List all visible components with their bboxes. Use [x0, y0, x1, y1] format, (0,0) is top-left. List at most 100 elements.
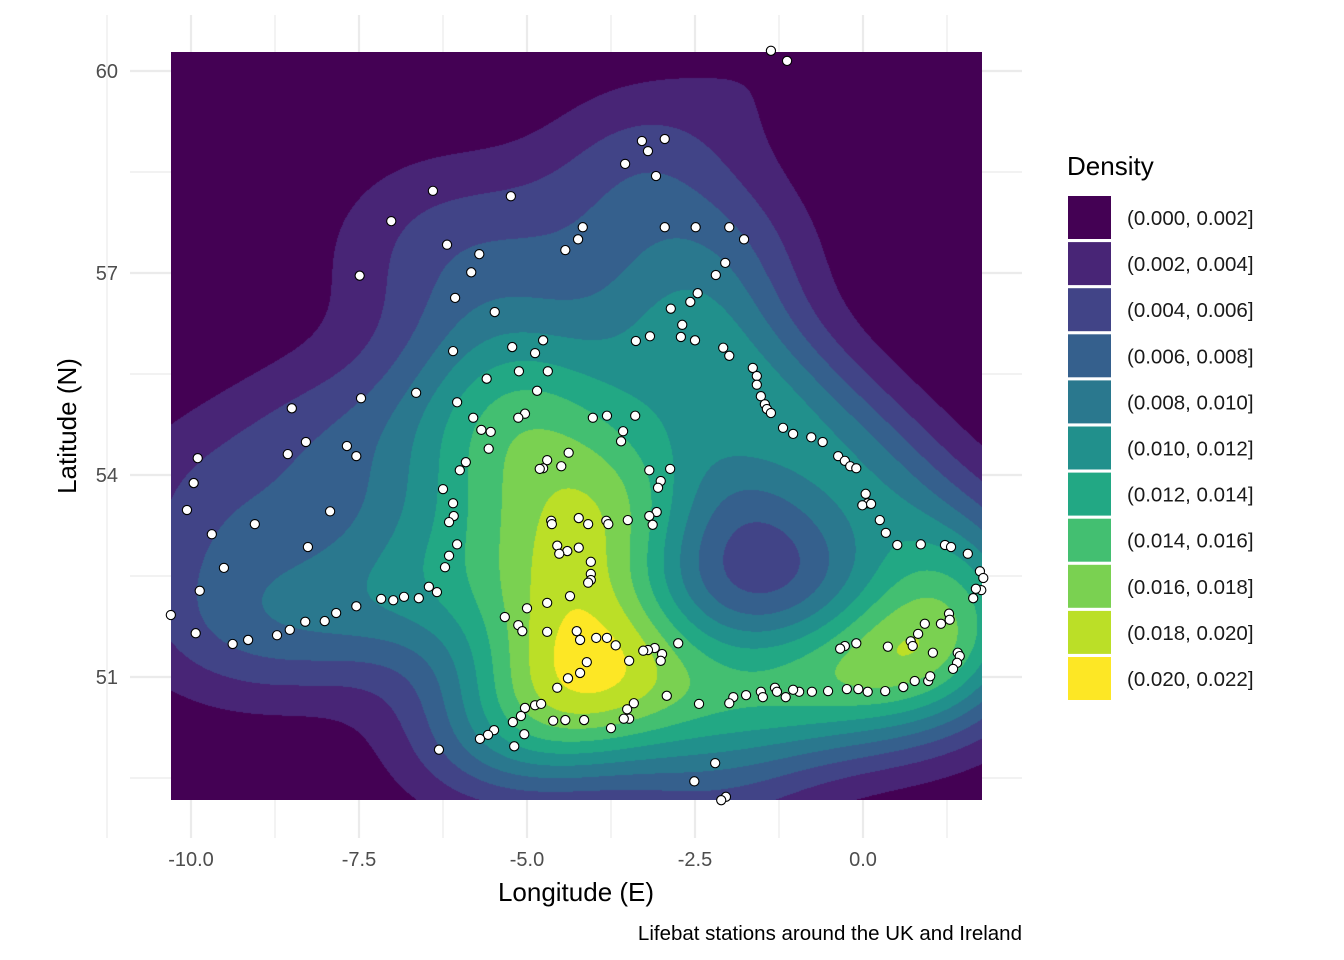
station-point — [724, 698, 735, 709]
station-point — [621, 704, 633, 715]
station-point — [780, 692, 791, 703]
station-point — [617, 426, 629, 437]
station-point — [751, 370, 762, 382]
station-point — [689, 776, 700, 787]
station-point — [542, 455, 553, 466]
station-point — [771, 686, 783, 697]
station-point — [282, 448, 293, 460]
station-point — [376, 593, 387, 605]
station-point — [509, 741, 520, 752]
station-point — [581, 657, 592, 668]
station-point — [724, 350, 735, 361]
station-point — [192, 452, 203, 464]
station-point — [862, 686, 873, 697]
station-point — [724, 222, 735, 233]
station-point — [574, 667, 586, 679]
station-point — [740, 689, 752, 701]
legend-key-swatch — [1068, 657, 1111, 700]
station-point — [489, 306, 500, 318]
station-point — [331, 607, 342, 619]
station-point — [341, 440, 353, 452]
station-point — [716, 795, 727, 806]
station-point — [556, 461, 567, 472]
station-point — [572, 234, 584, 245]
station-point — [857, 500, 868, 511]
station-point — [227, 638, 238, 650]
station-point — [689, 335, 701, 346]
station-point — [354, 270, 365, 281]
station-point — [485, 426, 496, 438]
station-point — [664, 463, 676, 475]
station-point — [300, 616, 311, 627]
station-point — [443, 516, 455, 528]
station-point — [892, 539, 903, 551]
station-point — [665, 303, 676, 314]
station-point — [817, 436, 828, 448]
station-point — [441, 239, 453, 250]
station-point — [587, 412, 599, 423]
station-point — [978, 572, 989, 584]
station-point — [835, 643, 846, 654]
legend-key-label: (0.012, 0.014] — [1127, 484, 1254, 507]
station-point — [710, 758, 721, 769]
station-point — [537, 335, 549, 346]
legend-key-label: (0.004, 0.006] — [1127, 299, 1254, 322]
y-tick-label: 51 — [96, 667, 118, 689]
station-point — [351, 450, 362, 462]
station-point — [427, 185, 439, 196]
x-tick-label: -7.5 — [342, 849, 376, 871]
y-axis: 51 54 57 60 Latitude (N) — [52, 61, 118, 689]
station-point — [841, 683, 853, 695]
station-point — [860, 488, 871, 499]
station-point — [865, 498, 877, 510]
legend-key-swatch — [1068, 288, 1111, 332]
station-point — [431, 586, 443, 598]
station-point — [644, 510, 655, 522]
station-point — [880, 685, 891, 697]
station-point — [482, 729, 494, 741]
station-point — [909, 675, 920, 687]
station-point — [685, 296, 696, 308]
station-point — [638, 645, 649, 656]
station-point — [647, 519, 658, 530]
station-point — [659, 222, 670, 233]
legend-key-label: (0.020, 0.022] — [1127, 668, 1254, 691]
station-point — [661, 690, 672, 701]
station-point — [507, 716, 519, 728]
station-point — [970, 583, 982, 594]
station-point — [481, 373, 492, 384]
station-point — [468, 412, 479, 423]
legend-key-label: (0.016, 0.018] — [1127, 576, 1254, 599]
legend-key-label: (0.014, 0.016] — [1127, 530, 1254, 553]
x-tick-label: -5.0 — [510, 849, 544, 871]
y-tick-label: 60 — [96, 61, 118, 83]
station-point — [433, 744, 445, 755]
station-point — [546, 518, 558, 530]
station-point — [319, 615, 330, 627]
station-point — [242, 634, 254, 646]
y-tick-label: 57 — [96, 263, 118, 285]
station-point — [822, 685, 834, 697]
station-point — [898, 681, 909, 693]
station-point — [302, 541, 314, 553]
station-point — [755, 391, 767, 402]
station-point — [534, 463, 545, 475]
station-point — [622, 514, 633, 526]
station-point — [474, 733, 486, 745]
legend-key-label: (0.002, 0.004] — [1127, 253, 1254, 276]
station-point — [636, 135, 648, 147]
station-point — [787, 684, 799, 695]
station-point — [630, 410, 641, 421]
station-point — [853, 683, 864, 695]
station-point — [554, 548, 565, 559]
station-point — [591, 632, 602, 644]
station-point — [915, 539, 926, 550]
station-point — [874, 514, 885, 526]
station-point — [284, 624, 295, 635]
station-point — [692, 288, 703, 299]
station-point — [454, 465, 465, 476]
station-point — [675, 331, 687, 343]
station-point — [437, 483, 449, 495]
legend-key-label: (0.018, 0.020] — [1127, 622, 1254, 645]
